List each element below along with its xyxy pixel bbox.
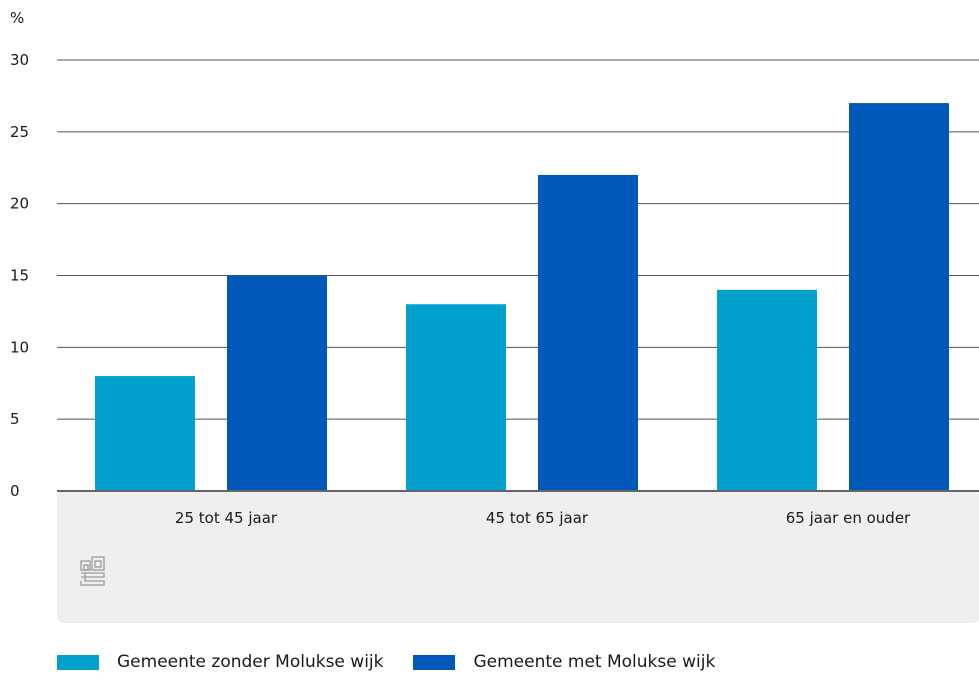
y-tick-label: 25 xyxy=(10,123,29,141)
x-axis-category-labels: 25 tot 45 jaar 45 tot 65 jaar 65 jaar en o… xyxy=(175,509,911,527)
bar xyxy=(95,376,195,491)
y-tick-label: 0 xyxy=(10,482,20,500)
bar xyxy=(227,275,327,491)
legend-item: Gemeente zonder Molukse wijk xyxy=(57,652,383,672)
x-category-label: 45 tot 65 jaar xyxy=(486,509,589,527)
bar xyxy=(538,174,638,491)
y-tick-label: 20 xyxy=(10,195,29,213)
x-category-label: 25 tot 45 jaar xyxy=(175,509,278,527)
cbs-logo-icon xyxy=(80,556,105,586)
legend-swatch xyxy=(413,654,456,670)
bar-chart: 0 5 10 15 20 25 30 % 25 tot 45 jaar 45 tot 65 j… xyxy=(10,9,979,623)
legend-label: Gemeente met Molukse wijk xyxy=(473,652,716,672)
legend: Gemeente zonder Molukse wijk Gemeente met… xyxy=(57,652,745,672)
y-tick-label: 5 xyxy=(10,410,20,428)
legend-label: Gemeente zonder Molukse wijk xyxy=(117,652,384,672)
gridlines xyxy=(57,59,979,420)
y-axis-unit-label: % xyxy=(10,9,24,27)
bar xyxy=(406,304,506,491)
bar xyxy=(717,289,817,491)
y-tick-label: 15 xyxy=(10,267,29,285)
bars xyxy=(95,103,949,491)
x-axis-band xyxy=(57,491,979,623)
legend-swatch xyxy=(57,654,99,670)
y-tick-label: 30 xyxy=(10,51,29,69)
bar xyxy=(849,103,949,491)
y-axis-tick-labels: 0 5 10 15 20 25 30 xyxy=(10,51,29,500)
y-tick-label: 10 xyxy=(10,338,29,356)
legend-item: Gemeente met Molukse wijk xyxy=(413,652,715,672)
x-category-label: 65 jaar en ouder xyxy=(786,509,911,527)
